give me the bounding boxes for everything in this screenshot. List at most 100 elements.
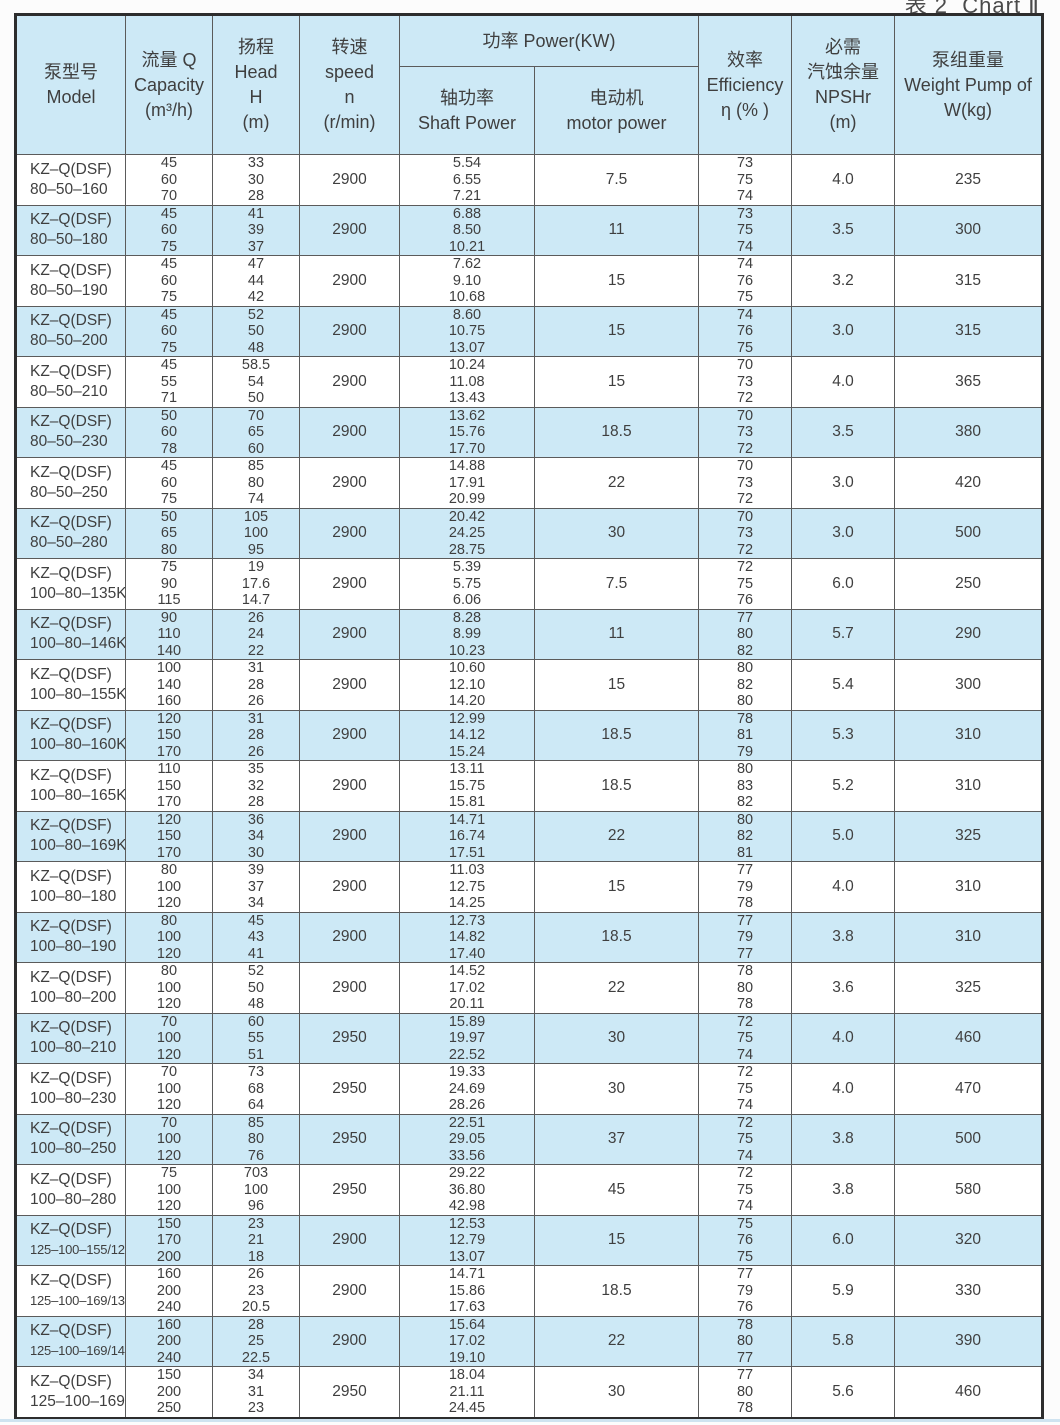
- cell-npshr-value: 6.0: [832, 574, 854, 592]
- cell-model-value: KZ–Q(DSF): [30, 615, 112, 633]
- cell-head-value: 31: [247, 1383, 265, 1400]
- cell-model: KZ–Q(DSF) 80–50–200: [15, 305, 126, 357]
- cell-speed-value: 2950: [332, 1180, 367, 1198]
- cell-shaft-power-value: 22.51: [448, 1114, 486, 1131]
- cell-npshr-value: 5.9: [832, 1281, 854, 1299]
- cell-capacity-value: 150: [156, 828, 182, 844]
- cell-efficiency-value: 81: [736, 844, 754, 861]
- cell-shaft-power-value: 28.75: [448, 541, 486, 558]
- cell-speed: 2950: [299, 1063, 400, 1115]
- cell-motor-power: 7.5: [533, 558, 700, 610]
- cell-head-value: 23: [247, 1215, 265, 1232]
- cell-speed-value: 2900: [332, 726, 367, 744]
- cell-weight-value: 460: [955, 1029, 981, 1047]
- cell-shaft-power-value: 17.70: [448, 440, 486, 457]
- cell-motor-power-value: 22: [607, 827, 626, 845]
- cell-capacity-value: 65: [160, 525, 178, 541]
- cell-model-value: 100–80–160K: [30, 736, 126, 754]
- cell-capacity-value: 120: [156, 1046, 182, 1063]
- cell-capacity-value: 50: [160, 407, 178, 424]
- cell-model: KZ–Q(DSF) 100–80–160K: [15, 709, 126, 761]
- cell-model: KZ–Q(DSF) 100–80–250: [15, 1113, 126, 1165]
- cell-efficiency-value: 76: [736, 1232, 754, 1248]
- cell-head: 31 28 26: [212, 659, 300, 711]
- cell-head-value: 41: [247, 205, 265, 222]
- cell-shaft-power-value: 14.71: [448, 811, 486, 828]
- cell-efficiency-value: 75: [736, 1131, 754, 1147]
- cell-efficiency-value: 72: [736, 1064, 754, 1080]
- cell-shaft-power: 12.73 14.82 17.40: [399, 911, 535, 963]
- cell-capacity-value: 160: [156, 693, 182, 709]
- cell-shaft-power-value: 22.52: [448, 1046, 486, 1063]
- cell-weight: 470: [894, 1063, 1044, 1115]
- cell-head: 105 100 95: [212, 507, 300, 559]
- cell-head-value: 28: [247, 188, 265, 204]
- cell-head-value: 52: [247, 306, 265, 323]
- cell-efficiency-value: 76: [736, 272, 754, 289]
- table-row: KZ–Q(DSF) 100–80–135K– 75 90 115 19 17.6 14.7 29…: [15, 558, 1044, 610]
- header-power-group: 功率 Power(KW): [398, 14, 700, 67]
- cell-motor-power: 15: [533, 305, 700, 357]
- cell-head: 703 100 96: [212, 1164, 300, 1216]
- cell-shaft-power-value: 6.06: [452, 592, 482, 608]
- cell-efficiency: 73 75 74: [698, 154, 793, 206]
- cell-efficiency-value: 73: [736, 155, 754, 171]
- cell-motor-power: 30: [533, 1063, 700, 1115]
- cell-capacity-value: 45: [160, 205, 178, 222]
- cell-capacity-value: 100: [156, 1131, 182, 1147]
- cell-npshr-value: 3.0: [832, 524, 854, 542]
- cell-motor-power-value: 11: [608, 221, 625, 239]
- cell-head-value: 34: [247, 828, 265, 844]
- cell-npshr: 6.0: [791, 558, 896, 610]
- cell-efficiency-value: 75: [736, 1080, 754, 1097]
- cell-efficiency-value: 75: [736, 1030, 754, 1046]
- cell-shaft-power-value: 16.74: [448, 828, 486, 844]
- cell-capacity-value: 150: [156, 1367, 182, 1383]
- header-shaft-power: 轴功率 Shaft Power: [399, 66, 535, 155]
- cell-model: KZ–Q(DSF) 80–50–280: [15, 507, 126, 559]
- cell-shaft-power-value: 13.07: [448, 1248, 486, 1265]
- cell-capacity: 120 150 170: [125, 709, 213, 761]
- cell-head-value: 21: [247, 1232, 265, 1248]
- cell-shaft-power-value: 15.86: [448, 1282, 486, 1299]
- cell-motor-power: 15: [533, 659, 700, 711]
- cell-model: KZ–Q(DSF) 100–80–190: [15, 911, 126, 963]
- cell-shaft-power-value: 20.11: [449, 996, 485, 1012]
- cell-weight: 325: [894, 810, 1044, 862]
- cell-speed-value: 2950: [332, 1130, 367, 1148]
- cell-model-value: 100–80–165K: [30, 786, 126, 804]
- cell-head: 28 25 22.5: [212, 1315, 300, 1367]
- cell-capacity-value: 170: [156, 1232, 182, 1248]
- cell-shaft-power: 10.60 12.10 14.20: [399, 659, 535, 711]
- table-row: KZ–Q(DSF) 80–50–180 45 60 75 41 39 37 2900 6.88 8.…: [15, 204, 1044, 256]
- cell-npshr: 3.5: [791, 406, 896, 458]
- cell-model-value: 80–50–210: [30, 382, 108, 400]
- cell-model-value: 125–100–169K: [30, 1392, 126, 1410]
- cell-efficiency-value: 80: [736, 660, 754, 676]
- cell-weight-value: 500: [955, 524, 981, 542]
- cell-efficiency-value: 75: [736, 339, 754, 356]
- table-row: KZ–Q(DSF) 100–80–210 70 100 120 60 55 51 2950 15.…: [15, 1012, 1044, 1064]
- cell-npshr-value: 3.5: [832, 423, 854, 441]
- cell-head-value: 60: [247, 440, 265, 457]
- cell-weight: 500: [894, 507, 1044, 559]
- cell-efficiency-value: 70: [736, 508, 754, 525]
- cell-shaft-power-value: 12.75: [448, 878, 486, 895]
- cell-shaft-power-value: 13.43: [448, 390, 486, 406]
- cell-model-value: KZ–Q(DSF): [30, 211, 112, 229]
- cell-capacity-value: 120: [156, 996, 182, 1012]
- cell-capacity-value: 120: [156, 945, 182, 962]
- cell-motor-power-value: 15: [607, 877, 626, 895]
- cell-model-value: KZ–Q(DSF): [30, 261, 112, 279]
- cell-efficiency-value: 82: [736, 828, 754, 844]
- cell-npshr-value: 4.0: [832, 1079, 854, 1097]
- cell-efficiency-value: 78: [736, 963, 754, 979]
- cell-efficiency-value: 77: [736, 1349, 754, 1366]
- cell-model-value: 80–50–180: [30, 231, 108, 249]
- cell-head-value: 28: [247, 727, 265, 743]
- cell-weight-value: 290: [955, 625, 981, 643]
- cell-motor-power: 37: [533, 1113, 700, 1165]
- cell-npshr: 3.8: [791, 911, 896, 963]
- cell-shaft-power-value: 12.79: [448, 1232, 486, 1248]
- cell-model: KZ–Q(DSF) 80–50–160: [15, 154, 126, 206]
